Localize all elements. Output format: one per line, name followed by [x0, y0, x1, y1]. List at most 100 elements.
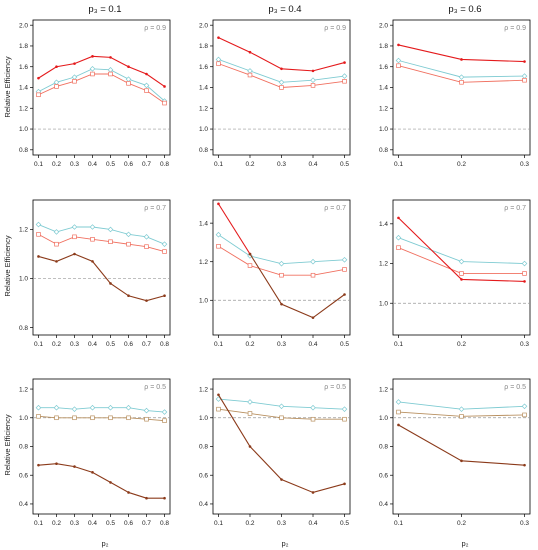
series-cyan [215, 396, 348, 412]
data-point [163, 496, 166, 500]
series-brown [37, 462, 166, 500]
x-tick-label: 0.1 [214, 161, 223, 168]
x-tick-label: 0.7 [142, 520, 151, 527]
data-point [72, 79, 77, 84]
data-point [37, 255, 40, 258]
x-tick-label: 0.1 [34, 520, 43, 527]
y-tick-label: 1.2 [19, 227, 28, 234]
plot-frame [212, 199, 351, 336]
data-point [54, 241, 59, 247]
series-tan [216, 406, 347, 422]
data-point [144, 88, 149, 93]
series-cyan [395, 234, 528, 267]
plot-frame [32, 199, 171, 336]
series-salmon [36, 71, 167, 106]
data-point [459, 80, 464, 85]
x-tick-label: 0.5 [106, 341, 115, 348]
series-line [38, 233, 165, 252]
data-point [53, 79, 60, 86]
data-point [341, 256, 348, 263]
y-tick-label: 1.0 [199, 126, 208, 133]
series-line [218, 203, 251, 255]
data-point [90, 71, 95, 77]
series-salmon [216, 244, 347, 278]
x-tick-label: 0.2 [52, 341, 61, 348]
x-tick-label: 0.4 [88, 341, 97, 348]
x-tick-label: 0.8 [160, 520, 169, 527]
y-tick-label: 1.0 [379, 415, 388, 422]
data-point [36, 232, 41, 237]
y-tick-label: 1.8 [199, 43, 208, 50]
x-tick-label: 0.3 [70, 161, 79, 168]
y-axis-label-row-2: Relative Efficiency [3, 235, 12, 296]
data-point [90, 415, 95, 421]
x-tick-label: 0.5 [106, 520, 115, 527]
column-titles: p₃ = 0.1 p₃ = 0.4 p₃ = 0.6 [88, 4, 481, 15]
data-point [54, 84, 59, 89]
column-title-1: p₃ = 0.1 [88, 4, 121, 15]
x-tick-label: 0.6 [124, 520, 133, 527]
data-point [55, 65, 58, 69]
panel-r1-c3: 0.1 0.2 0.3 0.8 1.0 1.2 1.4 1.6 1.8 2.0 ρ = 0.9 [379, 19, 531, 168]
x-tick-label: 0.2 [52, 161, 61, 168]
data-point [247, 263, 253, 268]
data-point [37, 76, 40, 80]
x-tick-label: 0.3 [70, 341, 79, 348]
data-point [397, 423, 400, 427]
data-point [280, 67, 283, 71]
y-axis-label-row-3: Relative Efficiency [3, 414, 12, 475]
data-point [215, 231, 222, 238]
x-axis-label-col-3: p₂ [461, 539, 468, 548]
data-point [458, 74, 465, 80]
panel-r3-c2: 0.1 0.2 0.3 0.4 0.5 0.4 0.6 0.8 1.0 1.2 ρ = 0.5 [199, 378, 351, 527]
data-point [523, 60, 526, 63]
data-point [37, 463, 40, 467]
data-point [248, 50, 252, 54]
x-tick-label: 0.2 [457, 341, 466, 348]
x-axis-labels: p₂ p₂ p₂ [101, 539, 468, 548]
data-point [109, 282, 112, 285]
series-line [218, 234, 345, 265]
panel-r1-c2: 0.1 0.2 0.3 0.4 0.5 0.8 1.0 1.2 1.4 1.6 1.8 2.0 ρ = … [199, 19, 351, 168]
series-cyan [215, 56, 348, 86]
column-title-2: p₃ = 0.4 [268, 4, 301, 15]
data-point [35, 221, 42, 228]
data-point [53, 404, 60, 411]
data-point [279, 415, 284, 421]
data-point [107, 226, 114, 233]
data-point [396, 63, 401, 68]
data-point [278, 403, 285, 410]
data-point [73, 62, 76, 65]
x-tick-label: 0.1 [214, 520, 223, 527]
data-point [71, 406, 78, 412]
data-point [280, 478, 283, 481]
y-tick-label: 1.2 [199, 105, 208, 112]
x-tick-label: 0.4 [308, 161, 317, 168]
plot-frame [392, 378, 531, 515]
series-tan [396, 409, 527, 419]
x-tick-label: 0.4 [88, 161, 97, 168]
y-tick-label: 0.8 [379, 444, 388, 451]
data-point [145, 299, 148, 302]
y-tick-label: 1.2 [379, 261, 388, 268]
series-red [217, 202, 252, 256]
y-tick-label: 1.2 [199, 259, 208, 266]
series-cyan [215, 231, 348, 267]
y-tick-label: 1.0 [379, 300, 388, 307]
data-point [215, 56, 222, 63]
y-tick-label: 1.4 [379, 85, 388, 92]
data-point [458, 258, 465, 265]
x-tick-label: 0.4 [308, 341, 317, 348]
data-point [311, 491, 315, 494]
x-tick-label: 0.1 [394, 161, 403, 168]
data-point [144, 244, 149, 249]
series-line [218, 394, 345, 494]
series-line [38, 68, 165, 102]
series-tan [36, 414, 167, 423]
x-tick-label: 0.7 [142, 161, 151, 168]
data-point [248, 445, 252, 448]
data-point [144, 416, 149, 422]
data-point [161, 241, 168, 247]
x-tick-label: 0.5 [106, 161, 115, 168]
data-point [109, 56, 112, 59]
